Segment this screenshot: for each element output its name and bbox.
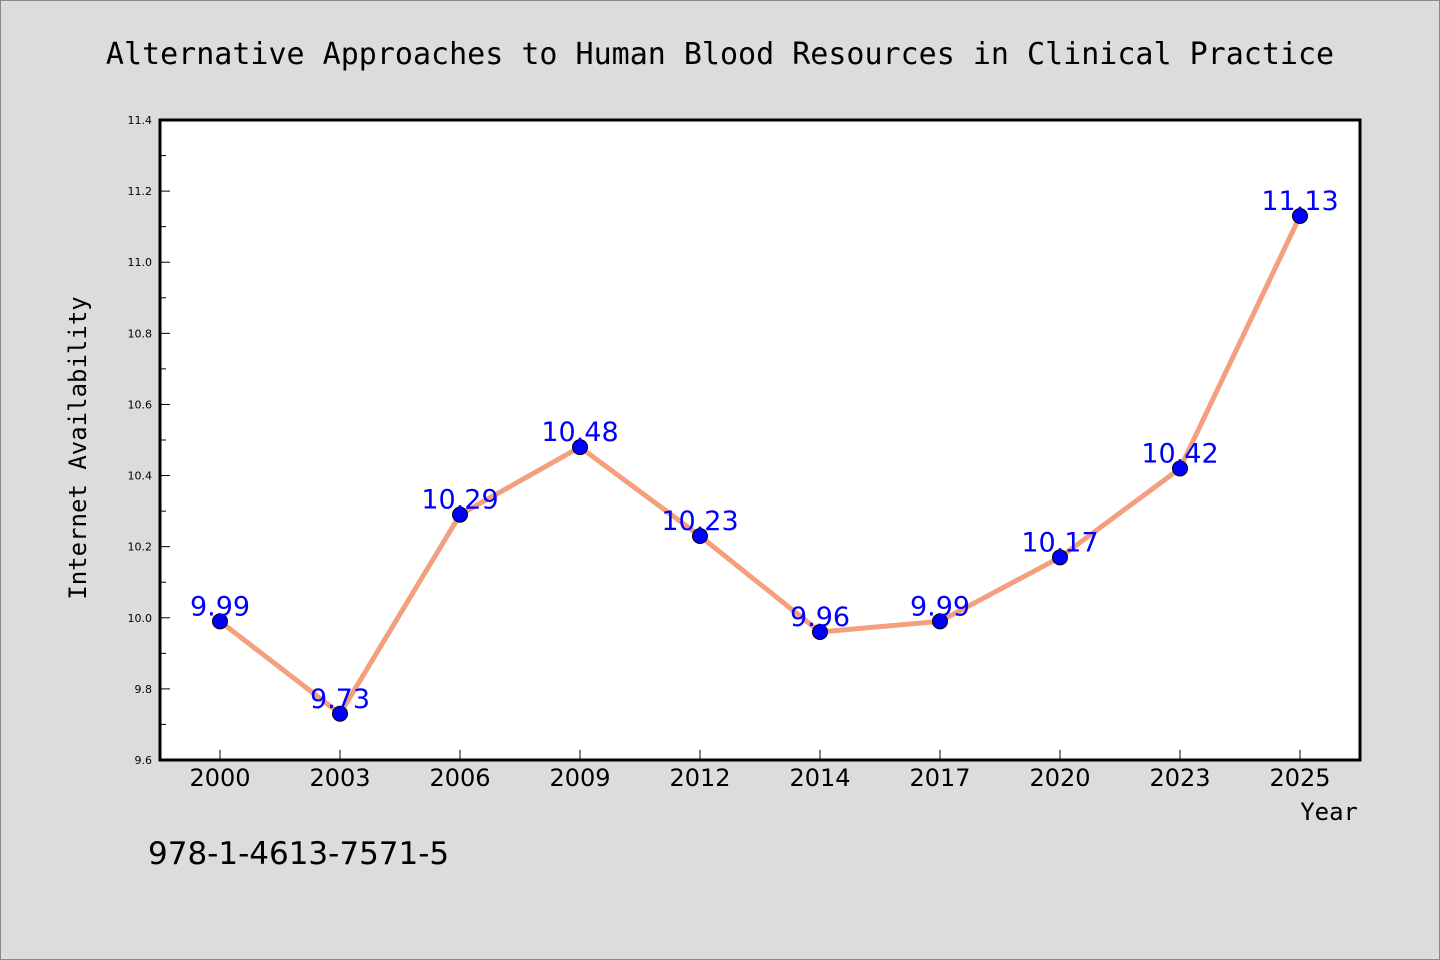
data-label: 10.23 bbox=[661, 506, 738, 537]
data-point bbox=[572, 439, 588, 456]
series-line-group bbox=[217, 213, 1303, 717]
data-label: 10.42 bbox=[1141, 438, 1218, 469]
series-line bbox=[217, 213, 1303, 717]
data-labels-group: 9.99 9.73 10.29 10.48 10.23 9.96 9.99 10.17 10.4… bbox=[190, 186, 1339, 715]
markers-group bbox=[212, 208, 1308, 722]
data-point bbox=[452, 506, 468, 523]
y-tick-label: 11.2 bbox=[128, 185, 153, 198]
data-label: 10.48 bbox=[541, 417, 618, 448]
x-tick-label: 2009 bbox=[549, 764, 610, 792]
y-tick-label: 11.0 bbox=[128, 256, 153, 269]
y-tick-label: 10.4 bbox=[128, 470, 153, 483]
y-tick-label: 9.6 bbox=[135, 754, 153, 767]
data-label: 10.17 bbox=[1021, 527, 1098, 558]
data-point bbox=[1172, 460, 1188, 477]
y-axis: 9.6 9.8 10.0 10.2 10.4 10.6 10.8 11.0 11.2 11.4 bbox=[128, 114, 170, 767]
data-point bbox=[1292, 208, 1308, 224]
y-axis-title: Internet Availability bbox=[64, 296, 92, 599]
x-axis: 2000 2003 2006 2009 2012 2014 2017 2020 2023 2025 bbox=[189, 750, 1331, 792]
y-tick-label: 10.0 bbox=[128, 612, 153, 625]
data-label: 9.99 bbox=[910, 591, 970, 622]
plot-area bbox=[158, 118, 1362, 762]
data-label: 11.13 bbox=[1261, 186, 1338, 217]
data-label: 9.96 bbox=[790, 602, 850, 633]
x-tick-label: 2017 bbox=[909, 764, 970, 792]
x-tick-label: 2014 bbox=[789, 764, 850, 792]
data-point bbox=[932, 613, 948, 630]
x-tick-label: 2006 bbox=[429, 764, 490, 792]
y-tick-label: 9.8 bbox=[135, 683, 153, 696]
x-axis-title: Year bbox=[1300, 798, 1358, 826]
y-tick-label: 10.2 bbox=[128, 541, 153, 554]
chart-title: Alternative Approaches to Human Blood Re… bbox=[106, 37, 1334, 72]
data-label: 9.99 bbox=[190, 591, 250, 622]
data-label: 9.73 bbox=[310, 684, 370, 715]
x-tick-label: 2012 bbox=[669, 764, 730, 792]
y-tick-label: 10.6 bbox=[128, 398, 153, 411]
data-point bbox=[812, 624, 828, 640]
x-tick-label: 2020 bbox=[1029, 764, 1090, 792]
x-tick-label: 2025 bbox=[1269, 764, 1330, 792]
data-point bbox=[692, 528, 708, 544]
x-tick-label: 2003 bbox=[309, 764, 370, 792]
data-point bbox=[1052, 549, 1068, 566]
x-tick-label: 2000 bbox=[189, 764, 250, 792]
x-tick-label: 2023 bbox=[1149, 764, 1210, 792]
data-point bbox=[212, 613, 228, 630]
y-tick-label: 10.8 bbox=[128, 327, 153, 340]
y-tick-label: 11.4 bbox=[128, 114, 153, 127]
data-label: 10.29 bbox=[421, 485, 498, 516]
isbn-text: 978-1-4613-7571-5 bbox=[148, 836, 449, 872]
data-point bbox=[332, 705, 348, 722]
